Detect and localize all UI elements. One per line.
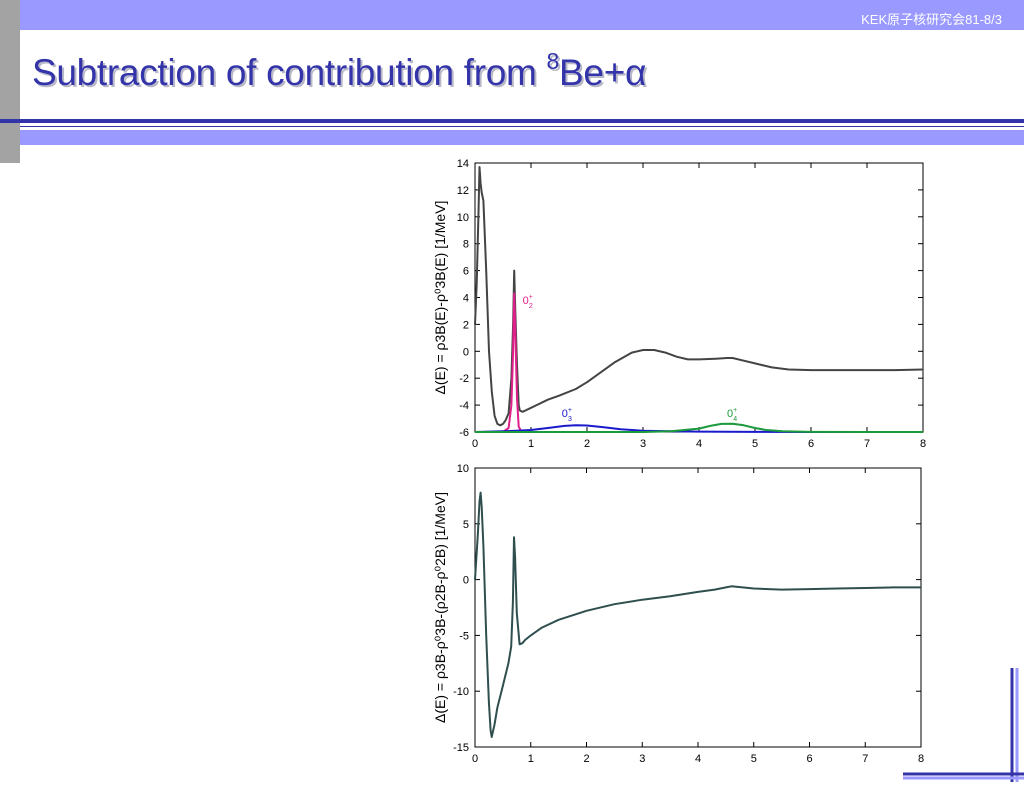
annotation-base: 0: [727, 408, 733, 420]
x-tick-label: 6: [806, 753, 812, 765]
title-rule-thin: [20, 126, 1024, 127]
annotation-base: 0: [523, 295, 529, 307]
chart-bottom: 0 1 2 3 4 5 6 7 8 -15 -10 -5 0 5 10 Δ(E) = ρ3B-ρ⁰3B-(ρ2…: [432, 463, 924, 765]
state-annotation: 0+ 3: [562, 407, 572, 423]
x-tick-label: 8: [920, 438, 926, 450]
title-main: Subtraction of contribution from: [32, 52, 547, 93]
x-tick-label: 2: [584, 438, 590, 450]
x-tick-label: 5: [751, 753, 757, 765]
y-tick-label: -4: [459, 400, 469, 412]
left-accent-bar: [0, 0, 20, 163]
y-tick-label: 6: [463, 266, 469, 278]
x-tick-label: 3: [640, 438, 646, 450]
y-tick-label: 2: [463, 319, 469, 331]
y-axis-label: Δ(E) = ρ3B(E)-ρ⁰3B(E) [1/MeV]: [432, 201, 448, 395]
y-tick-label: -5: [459, 630, 469, 642]
x-tick-label: 7: [862, 753, 868, 765]
series-line-0: [474, 166, 924, 427]
annotation-sub: 3: [568, 416, 572, 423]
y-tick-label: 8: [463, 239, 469, 251]
x-tick-label: 1: [528, 753, 534, 765]
annotation-sup: +: [568, 407, 572, 414]
y-tick-label: 0: [463, 346, 469, 358]
y-tick-label: 0: [463, 575, 469, 587]
y-tick-label: -15: [453, 742, 469, 754]
x-tick-label: 4: [695, 753, 701, 765]
plot-frame: [474, 467, 922, 748]
series-line-2: [474, 424, 923, 433]
state-annotation: 0+ 2: [523, 294, 533, 310]
y-tick-label: -6: [459, 427, 469, 439]
plot-frame: [474, 162, 924, 433]
x-tick-label: 0: [472, 753, 478, 765]
x-tick-label: 2: [583, 753, 589, 765]
header-band: [0, 0, 1024, 30]
y-tick-label: 10: [457, 212, 469, 224]
y-axis-label: Δ(E) = ρ3B-ρ⁰3B-(ρ2B-ρ⁰2B) [1/MeV]: [432, 492, 448, 723]
title-rest: Be+α: [559, 52, 647, 93]
y-tick-label: 10: [457, 463, 469, 475]
annotation-sup: +: [733, 407, 737, 414]
series-line-3: [475, 422, 923, 433]
y-tick-label: -10: [453, 686, 469, 698]
title-band: [20, 130, 1024, 145]
x-tick-label: 6: [808, 438, 814, 450]
annotation-sub: 2: [529, 303, 533, 310]
y-tick-label: 4: [463, 293, 469, 305]
slide-title: Subtraction of contribution from 8Be+α: [32, 48, 647, 94]
y-tick-label: 14: [457, 158, 469, 170]
x-tick-label: 0: [472, 438, 478, 450]
x-tick-label: 5: [752, 438, 758, 450]
annotation-sup: +: [529, 294, 533, 301]
y-tick-label: 12: [457, 185, 469, 197]
x-tick-label: 7: [864, 438, 870, 450]
x-tick-label: 8: [918, 753, 924, 765]
annotation-base: 0: [562, 408, 568, 420]
annotation-sub: 4: [733, 416, 737, 423]
header-tag: KEK原子核研究会81-8/3: [861, 12, 1002, 27]
series-line-0: [474, 491, 921, 738]
title-rule-thick: [0, 119, 1024, 123]
y-tick-label: 5: [463, 519, 469, 531]
title-superscript: 8: [546, 48, 560, 74]
y-tick-label: -2: [459, 373, 469, 385]
x-tick-label: 1: [528, 438, 534, 450]
x-tick-label: 3: [639, 753, 645, 765]
state-annotation: 0+ 4: [727, 407, 737, 423]
x-tick-label: 4: [696, 438, 702, 450]
